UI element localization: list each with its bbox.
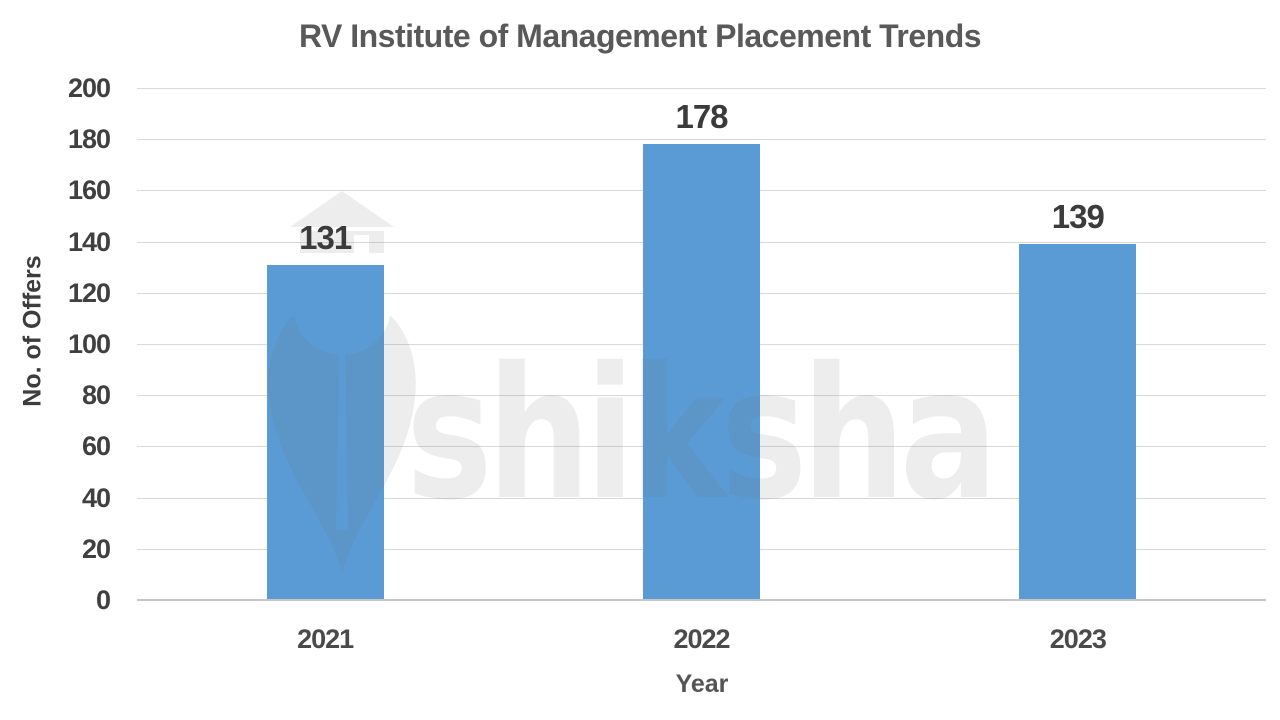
data-label-2021: 131	[299, 218, 352, 256]
y-tick-label: 80	[81, 380, 111, 411]
bar-series	[137, 88, 1266, 600]
y-tick-label: 160	[67, 175, 111, 206]
y-tick-label: 180	[67, 124, 111, 155]
y-tick-label: 120	[67, 277, 111, 308]
y-tick-label: 0	[95, 585, 111, 615]
bar-2021	[266, 264, 384, 600]
gridline	[137, 139, 1266, 141]
x-axis-title: Year	[675, 670, 729, 698]
x-axis-line	[137, 599, 1266, 601]
y-tick-label: 20	[81, 533, 111, 564]
chart-title: RV Institute of Management Placement Tre…	[298, 18, 982, 54]
x-tick-label-2023: 2023	[1049, 624, 1107, 654]
data-label-2023: 139	[1051, 198, 1105, 236]
bar-2022	[643, 144, 760, 600]
x-tick-label-2022: 2022	[673, 624, 730, 654]
y-tick-label: 60	[81, 431, 111, 462]
x-tick-label-2021: 2021	[297, 624, 354, 654]
y-tick-label: 40	[81, 482, 111, 513]
bar-2023	[1019, 244, 1137, 600]
y-tick-label: 140	[67, 226, 111, 257]
y-tick-label: 200	[67, 73, 111, 103]
y-tick-label: 100	[67, 329, 111, 359]
plot-area	[137, 88, 1266, 601]
gridline	[137, 88, 1266, 89]
data-label-2022: 178	[675, 98, 728, 136]
